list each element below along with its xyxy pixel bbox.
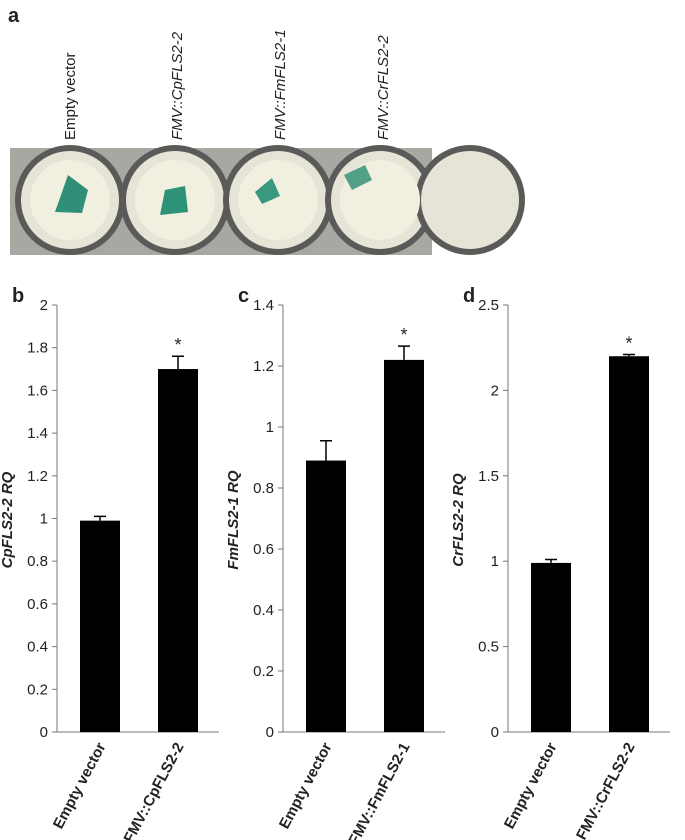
bar [531,562,571,732]
well-label: Empty vector [62,52,79,140]
error-bar [172,355,184,370]
y-tick-label: 0.8 [253,480,274,497]
well-label: FMV::CrFLS2-2 [375,35,392,140]
y-tick-label: 0.4 [27,639,48,656]
y-tick-label: 2 [40,297,48,314]
y-tick-label: 1.4 [253,297,274,314]
y-tick-label: 0.2 [27,681,48,698]
y-tick-label: 1.6 [27,382,48,399]
annotation: * [174,335,181,355]
error-bar [320,439,332,461]
y-tick-label: 0.8 [27,553,48,570]
y-tick-label: 1 [266,419,274,436]
annotation: * [400,325,407,345]
error-bar [623,353,635,357]
y-tick-label: 1 [40,511,48,528]
well-label: FMV::CpFLS2-2 [169,31,186,140]
annotation: * [625,334,632,354]
y-tick-label: 1.2 [27,468,48,485]
y-tick-label: 1.4 [27,425,48,442]
y-tick-label: 0.5 [478,639,499,656]
y-tick-label: 0.6 [27,596,48,613]
bar [80,520,120,732]
x-tick-label: Empty vector [276,740,336,832]
panel-label: d [463,285,475,307]
well-photo [10,145,525,255]
y-tick-label: 1 [491,553,499,570]
y-tick-label: 0.2 [253,663,274,680]
x-tick-label: FMV::CpFLS2-2 [120,740,187,840]
y-tick-label: 1.8 [27,340,48,357]
y-axis-label: CrFLS2-2 RQ [450,473,467,567]
y-tick-label: 1.5 [478,468,499,485]
panel-label: b [12,285,24,307]
y-tick-label: 0 [266,724,274,741]
panel-label: a [8,5,20,27]
y-tick-label: 2.5 [478,297,499,314]
x-tick-label: Empty vector [50,740,110,832]
bar [158,369,198,732]
y-tick-label: 0.4 [253,602,274,619]
error-bar [545,558,557,563]
x-tick-label: Empty vector [501,740,561,832]
panel-label: c [238,285,249,307]
well-label: FMV::FmFLS2-1 [272,29,289,140]
x-tick-label: FMV::CrFLS2-2 [573,740,638,840]
bar [609,356,649,732]
error-bar [398,345,410,360]
y-axis-label: CpFLS2-2 RQ [0,471,16,568]
y-tick-label: 1.2 [253,358,274,375]
x-tick-label: FMV::FmFLS2-1 [345,740,413,840]
bar [306,460,346,732]
bar [384,359,424,732]
y-tick-label: 0 [491,724,499,741]
y-tick-label: 0 [40,724,48,741]
y-tick-label: 0.6 [253,541,274,558]
error-bar [94,515,106,521]
y-axis-label: FmFLS2-1 RQ [225,470,242,570]
y-tick-label: 2 [491,382,499,399]
